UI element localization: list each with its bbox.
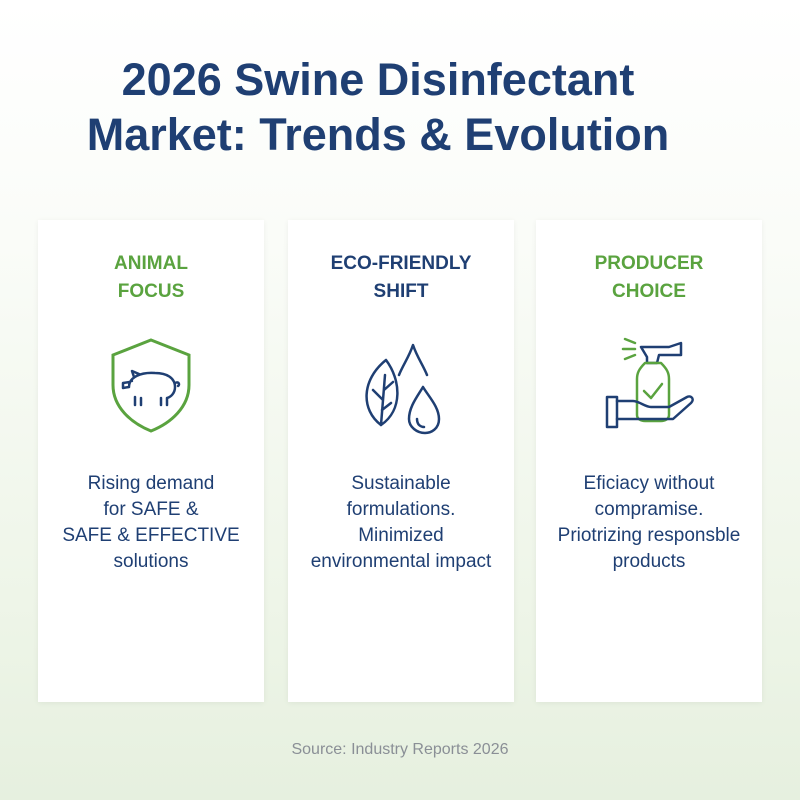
card-heading: CHOICE [612,281,686,302]
card-heading: PRODUCER [594,253,704,274]
card-text: formulations. [346,499,456,520]
card: ECO-FRIENDLY SHIFT Sustainable formulati… [288,220,514,702]
card-text: Minimized [358,525,444,546]
title-line: 2026 Swine Disinfectant [121,54,635,105]
card-text: solutions [113,551,189,572]
card-text: Rising demand [87,473,215,494]
card: PRODUCER CHOICE Eficiacy without compram… [536,220,762,702]
leaf-drop-icon [365,343,441,435]
card-text: products [612,551,686,572]
card-heading: SHIFT [373,281,429,302]
card-heading: ANIMAL [114,253,188,274]
card-text: environmental impact [310,551,492,572]
shield-pig-icon [111,338,191,433]
card-heading: ECO-FRIENDLY [330,253,472,274]
spray-hand-icon [605,337,694,429]
card-text: Sustainable [351,473,451,494]
source-note: Source: Industry Reports 2026 [291,741,509,758]
card-text: compramise. [594,499,704,520]
card-text: Priotrizing responsble [557,525,741,546]
card-text: for SAFE & [103,499,199,520]
card: ANIMAL FOCUS Rising demand for SAFE & SA… [38,220,264,702]
card-text: Eficiacy without [583,473,715,494]
card-heading: FOCUS [117,281,185,302]
title-line: Market: Trends & Evolution [86,109,670,160]
card-text: SAFE & EFFECTIVE [62,525,240,546]
